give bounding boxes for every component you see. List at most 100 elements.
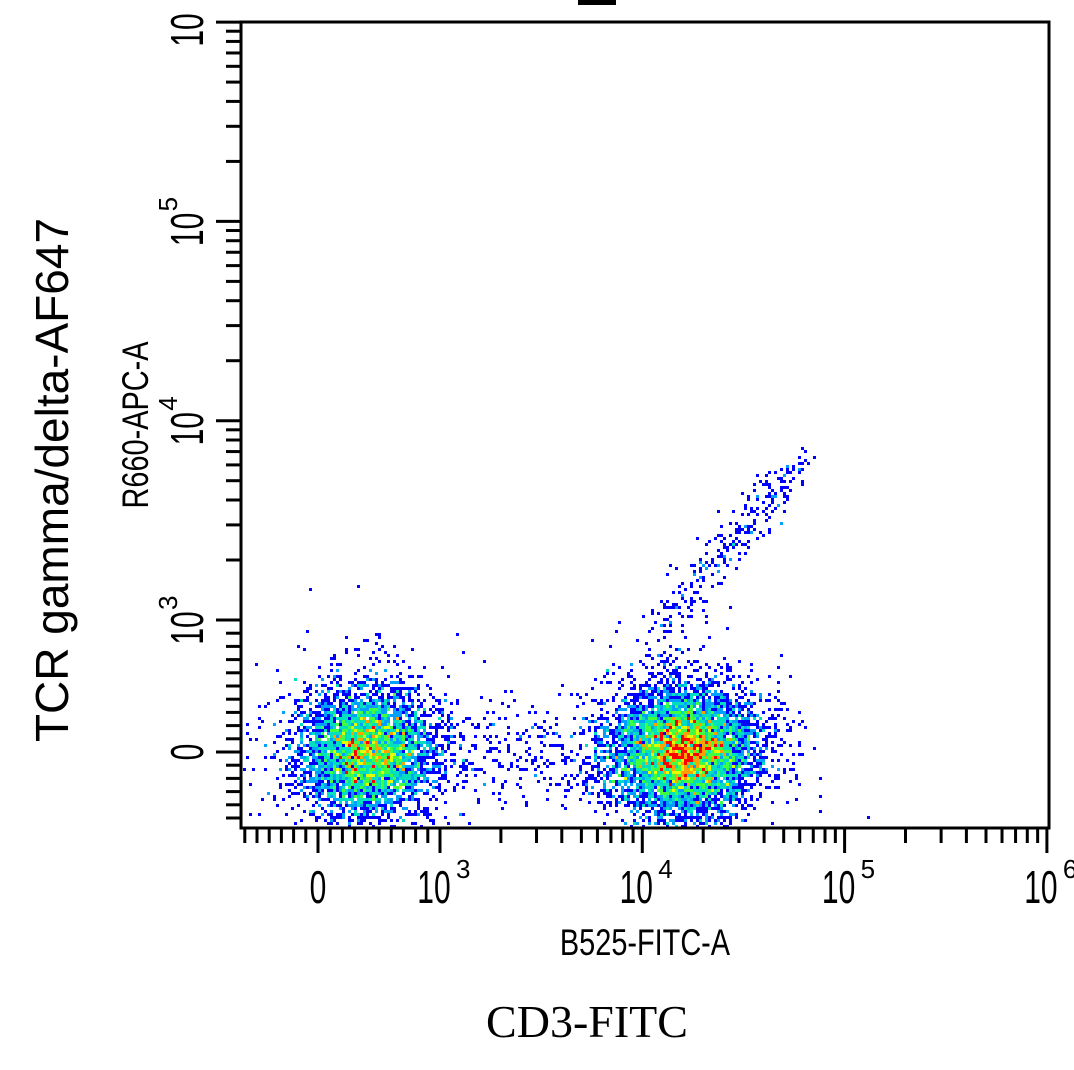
density-cell <box>687 696 690 699</box>
density-cell <box>672 759 675 762</box>
density-cell <box>783 741 786 744</box>
density-cell <box>306 735 309 738</box>
density-cell <box>687 747 690 750</box>
density-cell <box>321 678 324 681</box>
density-cell <box>564 795 567 798</box>
density-cell <box>717 789 720 792</box>
density-cell <box>372 708 375 711</box>
density-cell <box>345 693 348 696</box>
density-cell <box>387 738 390 741</box>
density-cell <box>681 771 684 774</box>
density-cell <box>684 783 687 786</box>
density-cell <box>648 768 651 771</box>
density-cell <box>411 741 414 744</box>
density-cell <box>459 744 462 747</box>
density-cell <box>729 786 732 789</box>
density-cell <box>654 756 657 759</box>
density-cell <box>612 765 615 768</box>
density-cell <box>696 795 699 798</box>
density-cell <box>735 765 738 768</box>
density-cell <box>720 690 723 693</box>
density-cell <box>609 756 612 759</box>
density-cell <box>351 681 354 684</box>
density-cell <box>651 726 654 729</box>
density-cell <box>321 690 324 693</box>
density-cell <box>390 738 393 741</box>
density-cell <box>387 696 390 699</box>
density-cell <box>645 801 648 804</box>
density-cell <box>387 786 390 789</box>
density-cell <box>648 771 651 774</box>
density-cell <box>798 468 801 471</box>
density-cell <box>387 783 390 786</box>
density-cell <box>711 714 714 717</box>
density-cell <box>687 750 690 753</box>
density-cell <box>738 774 741 777</box>
density-cell <box>555 717 558 720</box>
density-cell <box>372 759 375 762</box>
density-cell <box>318 777 321 780</box>
density-cell <box>366 762 369 765</box>
density-cell <box>735 717 738 720</box>
density-cell <box>594 765 597 768</box>
density-cell <box>669 708 672 711</box>
density-cell <box>339 702 342 705</box>
density-cell <box>786 465 789 468</box>
density-cell <box>597 795 600 798</box>
density-cell <box>615 759 618 762</box>
density-cell <box>360 792 363 795</box>
density-cell <box>639 750 642 753</box>
density-cell <box>657 819 660 822</box>
density-cell <box>372 777 375 780</box>
density-cell <box>696 762 699 765</box>
density-cell <box>333 675 336 678</box>
density-cell <box>339 684 342 687</box>
density-cell <box>417 684 420 687</box>
density-cell <box>744 735 747 738</box>
density-cell <box>291 771 294 774</box>
density-cell <box>717 735 720 738</box>
density-cell <box>690 747 693 750</box>
density-cell <box>384 738 387 741</box>
density-cell <box>606 726 609 729</box>
density-cell <box>678 726 681 729</box>
density-cell <box>357 789 360 792</box>
density-cell <box>615 762 618 765</box>
x-axis-label: B525-FITC-A <box>560 923 731 964</box>
density-cell <box>360 717 363 720</box>
density-cell <box>654 711 657 714</box>
density-cell <box>657 780 660 783</box>
density-cell <box>336 768 339 771</box>
density-cell <box>672 681 675 684</box>
density-cell <box>666 705 669 708</box>
density-cell <box>561 777 564 780</box>
density-cell <box>303 648 306 651</box>
density-cell <box>357 717 360 720</box>
density-cell <box>720 711 723 714</box>
density-cell <box>327 768 330 771</box>
density-cell <box>744 726 747 729</box>
density-cell <box>333 714 336 717</box>
density-cell <box>606 777 609 780</box>
density-cell <box>786 486 789 489</box>
density-cell <box>330 768 333 771</box>
density-cell <box>726 786 729 789</box>
density-cell <box>426 792 429 795</box>
density-cell <box>648 654 651 657</box>
density-cell <box>675 789 678 792</box>
density-cell <box>426 753 429 756</box>
density-cell <box>405 705 408 708</box>
density-cell <box>411 783 414 786</box>
density-cell <box>357 819 360 822</box>
density-cell <box>327 732 330 735</box>
density-cell <box>657 768 660 771</box>
density-cell <box>696 780 699 783</box>
density-cell <box>675 735 678 738</box>
density-cell <box>528 711 531 714</box>
density-cell <box>621 774 624 777</box>
density-cell <box>600 699 603 702</box>
density-cell <box>678 741 681 744</box>
density-cell <box>645 708 648 711</box>
density-cell <box>354 786 357 789</box>
density-cell <box>354 708 357 711</box>
